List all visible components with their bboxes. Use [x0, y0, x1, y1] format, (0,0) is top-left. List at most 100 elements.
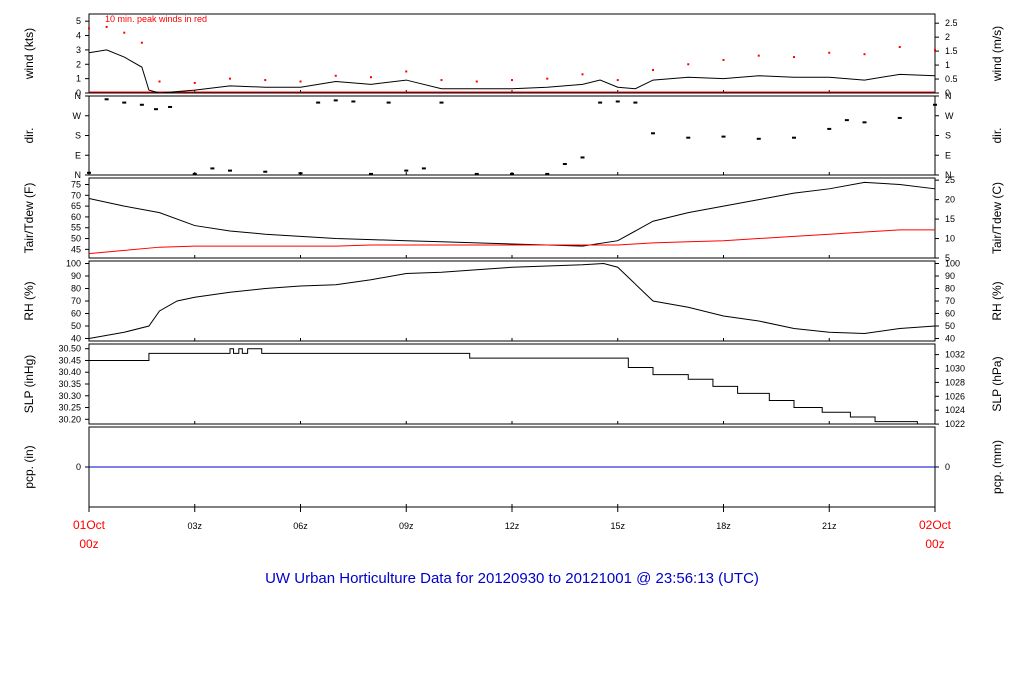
rh-ytick-label: 80 — [71, 284, 81, 294]
rh-ytick-label: 90 — [71, 271, 81, 281]
dir-ytick-label: N — [75, 170, 82, 180]
temp-ylabel-right: Tair/Tdew (C) — [990, 182, 1004, 254]
dir-point — [633, 101, 638, 104]
slp-ytick-label: 30.40 — [58, 367, 81, 377]
wind-peak-point — [88, 27, 90, 30]
wind-peak-point — [511, 79, 513, 82]
dir-point — [651, 132, 655, 135]
rh-ytick-right-label: 70 — [945, 296, 955, 306]
dir-point — [721, 135, 726, 138]
wind-peak-point — [440, 79, 443, 82]
wind-ytick-label: 3 — [76, 45, 81, 55]
wind-peak-point — [264, 79, 267, 82]
dir-ytick-right-label: W — [945, 111, 954, 121]
chart-title: UW Urban Horticulture Data for 20120930 … — [265, 570, 759, 587]
tair-line — [88, 181, 936, 247]
dir-frame — [88, 95, 936, 176]
temp-ytick-right-label: 10 — [945, 234, 955, 244]
x-tick-label: 12z — [505, 521, 520, 531]
dir-point — [474, 172, 479, 175]
wind-ytick-label: 4 — [76, 31, 81, 41]
x-tick-label: 06z — [293, 521, 308, 531]
dir-ylabel: dir. — [22, 127, 36, 143]
rh-ytick-label: 50 — [71, 321, 81, 331]
dir-point — [827, 127, 832, 130]
temp-ylabel: Tair/Tdew (F) — [22, 183, 36, 254]
rh-ytick-right-label: 50 — [945, 321, 955, 331]
wind-peak-point — [140, 41, 143, 44]
wind-peak-point — [652, 69, 654, 72]
dir-ytick-label: S — [75, 131, 81, 141]
wind-peak-point — [299, 80, 302, 83]
wind-ytick-label: 2 — [76, 59, 81, 69]
x-tick-label: 09z — [399, 521, 414, 531]
x-tick-label: 03z — [187, 521, 202, 531]
temp-ytick-label: 50 — [71, 234, 81, 244]
temp-ytick-label: 60 — [71, 212, 81, 222]
wind-peak-point — [863, 53, 866, 56]
dir-point — [351, 100, 356, 103]
wind-peak-point — [229, 77, 231, 80]
wind-peak-point — [193, 81, 196, 84]
wind-peak-point — [722, 58, 725, 61]
wind-ytick-right-label: 0 — [945, 88, 950, 98]
temp-ytick-right-label: 20 — [945, 195, 955, 205]
wind-peak-point — [475, 80, 478, 83]
wind-peak-point — [793, 56, 795, 59]
slp-ytick-label: 30.45 — [58, 355, 81, 365]
dir-point — [439, 101, 444, 104]
rh-ytick-label: 40 — [71, 334, 81, 344]
wind-peak-point — [757, 54, 760, 57]
wind-ytick-label: 5 — [76, 16, 81, 26]
dir-point — [153, 108, 158, 111]
wind-peak-point — [105, 25, 108, 28]
x-tick-label: 15z — [610, 521, 625, 531]
dir-point — [933, 103, 937, 106]
panel-rh: 40 50 60 70 80 90 100 40 50 60 70 80 90 100 RH (%) RH (… — [22, 259, 1004, 344]
dir-point — [897, 116, 902, 119]
dir-point — [862, 121, 867, 124]
slp-ylabel-right: SLP (hPa) — [990, 356, 1004, 411]
wind-ytick-right-label: 2.5 — [945, 18, 958, 28]
dir-point — [104, 98, 109, 101]
pcp-ytick-right-label: 0 — [945, 462, 950, 472]
wind-peak-point — [581, 73, 584, 76]
rh-ytick-label: 60 — [71, 309, 81, 319]
slp-ytick-label: 30.35 — [58, 379, 81, 389]
dir-ytick-label: N — [75, 91, 82, 101]
temp-ytick-label: 70 — [71, 190, 81, 200]
temp-ytick-right-label: 15 — [945, 214, 955, 224]
temp-ytick-label: 65 — [71, 201, 81, 211]
x-tick-label: 21z — [822, 521, 837, 531]
x-tick-label: 18z — [716, 521, 731, 531]
rh-ytick-right-label: 60 — [945, 309, 955, 319]
dir-ytick-right-label: S — [945, 131, 951, 141]
slp-ytick-right-label: 1032 — [945, 350, 965, 360]
dir-point — [263, 170, 268, 173]
dir-point — [316, 101, 321, 104]
dir-ytick-right-label: N — [945, 170, 952, 180]
dir-point — [298, 172, 303, 175]
wind-ylabel-right: wind (m/s) — [990, 26, 1004, 82]
dir-ytick-right-label: E — [945, 150, 951, 160]
temp-ytick-label: 55 — [71, 223, 81, 233]
dir-point — [369, 172, 373, 175]
panel-pcp: 0 0 pcp. (in) pcp. (mm) — [22, 426, 1004, 508]
dir-point — [598, 101, 603, 104]
wind-peak-point — [898, 46, 901, 49]
rh-ytick-label: 100 — [66, 259, 81, 269]
dir-point — [844, 119, 849, 122]
dir-point — [404, 169, 409, 172]
x-tick-sublabel: 00z — [925, 537, 944, 551]
wind-peak-point — [828, 51, 831, 54]
dir-point — [228, 169, 232, 172]
slp-frame — [88, 343, 936, 425]
wind-ytick-label: 1 — [76, 74, 81, 84]
pcp-ylabel: pcp. (in) — [22, 445, 36, 488]
x-tick-sublabel: 00z — [79, 537, 98, 551]
slp-ytick-label: 30.25 — [58, 403, 81, 413]
panel-wind: 0 1 2 3 4 5 0 0.5 1 1.5 2 2.5 wind (kts) wind (m/s) — [22, 13, 1004, 98]
x-tick-label: 01Oct — [73, 518, 106, 532]
